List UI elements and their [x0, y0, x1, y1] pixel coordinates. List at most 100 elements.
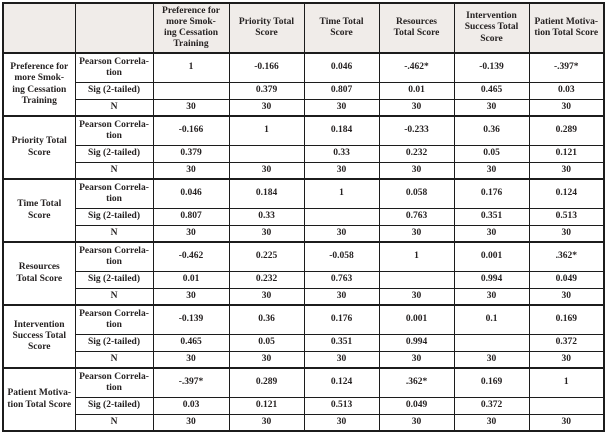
stat-label: Sig (2-tailed) — [74, 397, 154, 415]
value-cell: 30 — [453, 99, 530, 117]
value-cell: -0.462 — [152, 241, 230, 272]
value-cell: 0.379 — [228, 82, 305, 100]
value-cell: 1 — [303, 178, 380, 209]
table-row: Time Total Score Pearson Correla- tion 0.0… — [2, 178, 605, 243]
stat-label: N — [74, 162, 154, 180]
value-cell: 0.176 — [453, 178, 530, 209]
value-cell: 0.169 — [453, 367, 530, 398]
value-cell: 30 — [228, 288, 305, 306]
table-row: Sig (2-tailed) 0.807 0.33 0.763 0.351 0.513 — [3, 208, 605, 226]
value-cell: 30 — [453, 225, 530, 243]
value-cell: 0.049 — [528, 271, 605, 289]
table-row: N 30 30 30 30 30 30 — [3, 162, 605, 180]
value-cell: 30 — [152, 351, 230, 369]
value-cell: -.397* — [528, 52, 605, 83]
value-cell: 0.372 — [528, 334, 605, 352]
row-label: Preference for more Smok- ing Cessation … — [2, 52, 76, 117]
value-cell: 30 — [378, 288, 455, 306]
value-cell: 30 — [303, 351, 380, 369]
stat-label: Sig (2-tailed) — [74, 208, 154, 226]
corner-cell-stat — [74, 2, 154, 54]
value-cell: 30 — [303, 414, 380, 432]
value-cell: 0.513 — [303, 397, 380, 415]
value-cell: 30 — [152, 99, 230, 117]
value-cell: 0.184 — [303, 115, 380, 146]
value-cell: 0.232 — [378, 145, 455, 163]
value-cell: 0.001 — [453, 241, 530, 272]
value-cell: 0.763 — [378, 208, 455, 226]
table-row: Sig (2-tailed) 0.03 0.121 0.513 0.049 0.372 — [3, 397, 605, 415]
table-row: Priority Total Score Pearson Correla- tio… — [2, 115, 605, 180]
value-cell: 0.807 — [303, 82, 380, 100]
value-cell: 0.046 — [303, 52, 380, 83]
value-cell: 30 — [152, 414, 230, 432]
corner-cell-row-label — [2, 2, 76, 54]
table-row: Intervention Success Total Score Pearson … — [2, 304, 605, 369]
stat-label: Sig (2-tailed) — [74, 145, 154, 163]
value-cell: 0.05 — [453, 145, 530, 163]
value-cell: 30 — [378, 162, 455, 180]
value-cell: 30 — [528, 99, 605, 117]
value-cell: 1 — [378, 241, 455, 272]
value-cell: 30 — [528, 414, 605, 432]
row-label: Resources Total Score — [2, 241, 76, 306]
value-cell: 30 — [303, 162, 380, 180]
value-cell: 0.807 — [152, 208, 230, 226]
value-cell: -0.233 — [378, 115, 455, 146]
stat-label: N — [74, 351, 154, 369]
table-row: Resources Total Score Pearson Correla- ti… — [2, 241, 605, 306]
column-header-intervention: Intervention Success Total Score — [453, 2, 530, 54]
stat-label: N — [74, 288, 154, 306]
value-cell: 30 — [528, 225, 605, 243]
value-cell: 30 — [228, 225, 305, 243]
value-cell: 30 — [453, 414, 530, 432]
value-cell: 0.058 — [378, 178, 455, 209]
value-cell: -0.139 — [453, 52, 530, 83]
value-cell: 0.232 — [228, 271, 305, 289]
row-label: Intervention Success Total Score — [2, 304, 76, 369]
value-cell: 30 — [303, 288, 380, 306]
value-cell: 1 — [228, 115, 305, 146]
stat-label: Pearson Correla- tion — [74, 367, 154, 398]
value-cell: 0.379 — [152, 145, 230, 163]
stat-label: Sig (2-tailed) — [74, 271, 154, 289]
table-row: Sig (2-tailed) 0.465 0.05 0.351 0.994 0.372 — [3, 334, 605, 352]
table-header: Preference for more Smok- ing Cessation … — [2, 2, 605, 54]
value-cell: 30 — [528, 351, 605, 369]
value-cell: 30 — [303, 225, 380, 243]
value-cell: 0.1 — [453, 304, 530, 335]
column-header-preference: Preference for more Smok- ing Cessation … — [152, 2, 230, 54]
stat-label: Sig (2-tailed) — [74, 334, 154, 352]
table-row: N 30 30 30 30 30 30 — [3, 414, 605, 432]
table-body: Preference for more Smok- ing Cessation … — [2, 52, 605, 432]
value-cell: 30 — [152, 288, 230, 306]
value-cell — [528, 397, 605, 415]
stat-label: N — [74, 414, 154, 432]
table-row: Preference for more Smok- ing Cessation … — [2, 52, 605, 117]
value-cell: 30 — [228, 351, 305, 369]
value-cell: 0.049 — [378, 397, 455, 415]
value-cell: 0.05 — [228, 334, 305, 352]
stat-label: Pearson Correla- tion — [74, 178, 154, 209]
value-cell: 0.03 — [152, 397, 230, 415]
stat-label: Sig (2-tailed) — [74, 82, 154, 100]
value-cell: 30 — [378, 414, 455, 432]
value-cell: 0.289 — [528, 115, 605, 146]
value-cell: 0.01 — [152, 271, 230, 289]
value-cell — [303, 208, 380, 226]
value-cell: 30 — [453, 162, 530, 180]
table-row: Sig (2-tailed) 0.379 0.33 0.232 0.05 0.121 — [3, 145, 605, 163]
value-cell: .362* — [378, 367, 455, 398]
value-cell: 0.001 — [378, 304, 455, 335]
row-label: Time Total Score — [2, 178, 76, 243]
value-cell: 0.763 — [303, 271, 380, 289]
value-cell: 0.169 — [528, 304, 605, 335]
value-cell: 0.351 — [303, 334, 380, 352]
value-cell: 0.465 — [453, 82, 530, 100]
value-cell: 30 — [378, 351, 455, 369]
row-label: Patient Motiva- tion Total Score — [2, 367, 76, 432]
column-header-patient-motivation: Patient Motiva- tion Total Score — [528, 2, 605, 54]
value-cell: 30 — [303, 99, 380, 117]
